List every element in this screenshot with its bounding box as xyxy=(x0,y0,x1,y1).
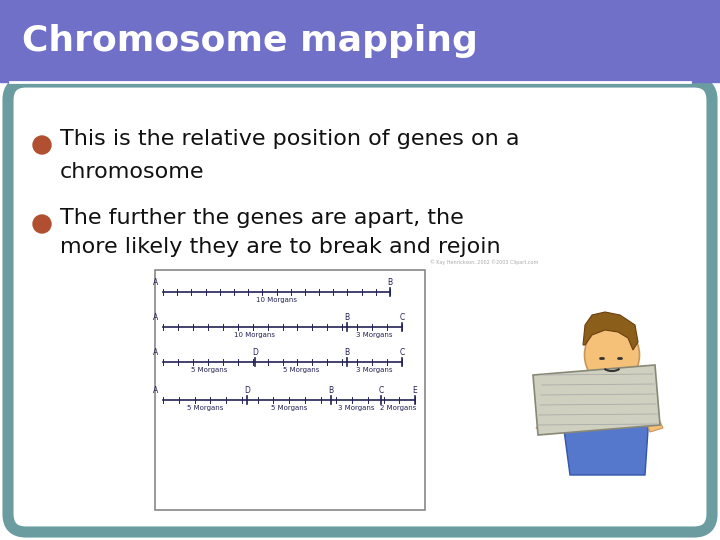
Text: D: D xyxy=(252,348,258,357)
Text: B: B xyxy=(344,348,349,357)
Text: 3 Morgans: 3 Morgans xyxy=(356,367,392,373)
Text: more likely they are to break and rejoin: more likely they are to break and rejoin xyxy=(60,237,500,257)
Text: E: E xyxy=(413,386,418,395)
Text: 2 Morgans: 2 Morgans xyxy=(380,405,416,411)
Polygon shape xyxy=(536,400,575,432)
Bar xyxy=(597,382,617,402)
Text: chromosome: chromosome xyxy=(60,162,204,182)
Text: C: C xyxy=(400,348,405,357)
Text: C: C xyxy=(400,313,405,322)
Bar xyxy=(155,270,425,510)
Text: 5 Morgans: 5 Morgans xyxy=(186,405,223,411)
Text: A: A xyxy=(153,348,158,357)
Text: A: A xyxy=(153,278,158,287)
Polygon shape xyxy=(583,312,638,350)
Circle shape xyxy=(33,136,51,154)
Ellipse shape xyxy=(585,324,639,386)
Polygon shape xyxy=(533,365,660,435)
Bar xyxy=(0,0,720,82)
Text: 5 Morgans: 5 Morgans xyxy=(271,405,307,411)
Text: A: A xyxy=(153,386,158,395)
Polygon shape xyxy=(560,400,650,475)
Text: 10 Morgans: 10 Morgans xyxy=(256,297,297,303)
Text: The further the genes are apart, the: The further the genes are apart, the xyxy=(60,208,464,228)
Text: 3 Morgans: 3 Morgans xyxy=(338,405,374,411)
Text: Chromosome mapping: Chromosome mapping xyxy=(22,24,478,58)
Text: C: C xyxy=(379,386,384,395)
Text: 10 Morgans: 10 Morgans xyxy=(235,332,276,338)
Circle shape xyxy=(33,215,51,233)
Text: B: B xyxy=(387,278,392,287)
FancyBboxPatch shape xyxy=(8,82,712,532)
Text: 5 Morgans: 5 Morgans xyxy=(191,367,227,373)
Text: 3 Morgans: 3 Morgans xyxy=(356,332,392,338)
Text: © Kay Henrickson, 2002 ©2003 Clipart.com: © Kay Henrickson, 2002 ©2003 Clipart.com xyxy=(430,259,539,265)
Text: B: B xyxy=(344,313,349,322)
Text: D: D xyxy=(244,386,250,395)
Text: This is the relative position of genes on a: This is the relative position of genes o… xyxy=(60,129,520,149)
Text: 5 Morgans: 5 Morgans xyxy=(283,367,319,373)
Text: B: B xyxy=(328,386,333,395)
Text: A: A xyxy=(153,313,158,322)
Polygon shape xyxy=(638,400,663,432)
